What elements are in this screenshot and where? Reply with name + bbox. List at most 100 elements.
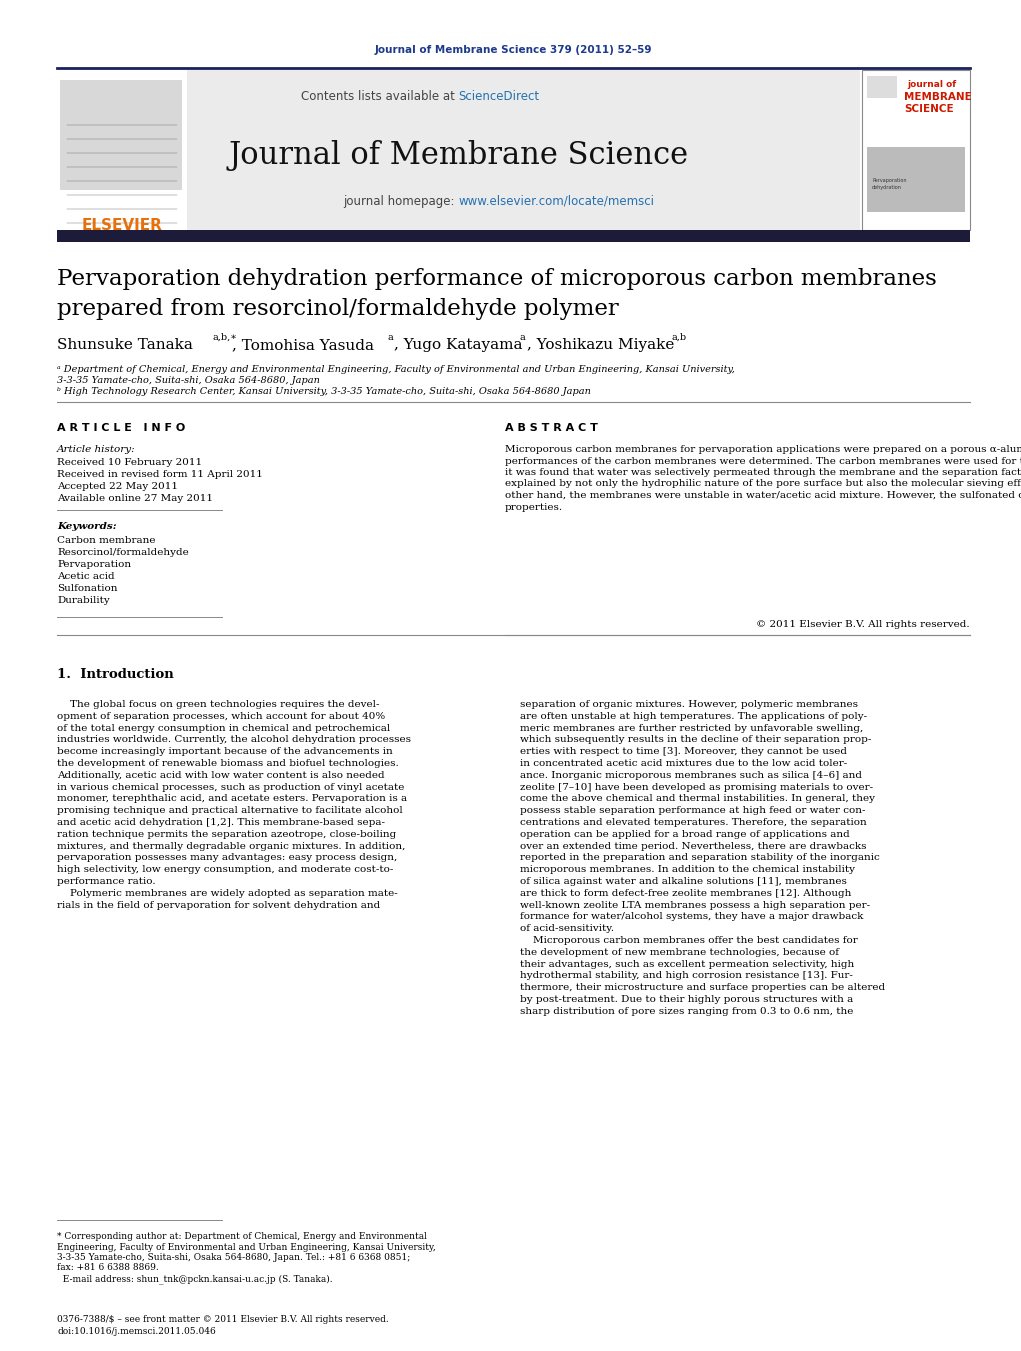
Text: performances of the carbon membranes were determined. The carbon membranes were : performances of the carbon membranes wer… [505, 457, 1021, 466]
Text: Journal of Membrane Science 379 (2011) 52–59: Journal of Membrane Science 379 (2011) 5… [375, 45, 652, 55]
Bar [57, 230, 970, 242]
Text: reported in the preparation and separation stability of the inorganic: reported in the preparation and separati… [520, 854, 880, 862]
Text: of silica against water and alkaline solutions [11], membranes: of silica against water and alkaline sol… [520, 877, 846, 886]
Text: fax: +81 6 6388 8869.: fax: +81 6 6388 8869. [57, 1263, 158, 1273]
Text: SCIENCE: SCIENCE [904, 104, 954, 113]
Text: microporous membranes. In addition to the chemical instability: microporous membranes. In addition to th… [520, 865, 855, 874]
Text: A B S T R A C T: A B S T R A C T [505, 423, 598, 434]
Text: ELSEVIER: ELSEVIER [82, 218, 162, 232]
Text: Available online 27 May 2011: Available online 27 May 2011 [57, 494, 213, 503]
Text: www.elsevier.com/locate/memsci: www.elsevier.com/locate/memsci [458, 195, 654, 208]
Text: industries worldwide. Currently, the alcohol dehydration processes: industries worldwide. Currently, the alc… [57, 735, 411, 744]
Bar [57, 70, 187, 230]
Text: , Yugo Katayama: , Yugo Katayama [394, 338, 523, 353]
Text: explained by not only the hydrophilic nature of the pore surface but also the mo: explained by not only the hydrophilic na… [505, 480, 1021, 489]
Text: ration technique permits the separation azeotrope, close-boiling: ration technique permits the separation … [57, 830, 396, 839]
Text: ᵇ High Technology Research Center, Kansai University, 3-3-35 Yamate-cho, Suita-s: ᵇ High Technology Research Center, Kansa… [57, 386, 591, 396]
Text: high selectivity, low energy consumption, and moderate cost-to-: high selectivity, low energy consumption… [57, 865, 393, 874]
Text: are often unstable at high temperatures. The applications of poly-: are often unstable at high temperatures.… [520, 712, 867, 721]
Text: journal of: journal of [907, 80, 957, 89]
Text: Pervaporation dehydration performance of microporous carbon membranes: Pervaporation dehydration performance of… [57, 267, 936, 290]
Text: it was found that water was selectively permeated through the membrane and the s: it was found that water was selectively … [505, 467, 1021, 477]
Text: mixtures, and thermally degradable organic mixtures. In addition,: mixtures, and thermally degradable organ… [57, 842, 405, 851]
Text: the development of renewable biomass and biofuel technologies.: the development of renewable biomass and… [57, 759, 399, 767]
Text: doi:10.1016/j.memsci.2011.05.046: doi:10.1016/j.memsci.2011.05.046 [57, 1327, 215, 1336]
Text: are thick to form defect-free zeolite membranes [12]. Although: are thick to form defect-free zeolite me… [520, 889, 852, 898]
Text: Polymeric membranes are widely adopted as separation mate-: Polymeric membranes are widely adopted a… [57, 889, 398, 898]
Text: Acetic acid: Acetic acid [57, 571, 114, 581]
Text: Additionally, acetic acid with low water content is also needed: Additionally, acetic acid with low water… [57, 771, 385, 780]
Text: The global focus on green technologies requires the devel-: The global focus on green technologies r… [57, 700, 380, 709]
Text: pervaporation possesses many advantages: easy process design,: pervaporation possesses many advantages:… [57, 854, 397, 862]
Text: Resorcinol/formaldehyde: Resorcinol/formaldehyde [57, 549, 189, 557]
Text: , Yoshikazu Miyake: , Yoshikazu Miyake [527, 338, 675, 353]
Text: Keywords:: Keywords: [57, 521, 116, 531]
Text: other hand, the membranes were unstable in water/acetic acid mixture. However, t: other hand, the membranes were unstable … [505, 490, 1021, 500]
Text: thermore, their microstructure and surface properties can be altered: thermore, their microstructure and surfa… [520, 984, 885, 992]
Bar [60, 80, 182, 190]
Text: erties with respect to time [3]. Moreover, they cannot be used: erties with respect to time [3]. Moreove… [520, 747, 847, 757]
Text: a: a [519, 332, 525, 342]
Text: a,b,∗: a,b,∗ [212, 332, 237, 342]
Text: Sulfonation: Sulfonation [57, 584, 117, 593]
Text: and acetic acid dehydration [1,2]. This membrane-based sepa-: and acetic acid dehydration [1,2]. This … [57, 817, 385, 827]
Text: Engineering, Faculty of Environmental and Urban Engineering, Kansai University,: Engineering, Faculty of Environmental an… [57, 1243, 436, 1251]
Text: of the total energy consumption in chemical and petrochemical: of the total energy consumption in chemi… [57, 724, 390, 732]
Text: , Tomohisa Yasuda: , Tomohisa Yasuda [232, 338, 374, 353]
Text: Pervaporation: Pervaporation [872, 178, 907, 182]
Text: come the above chemical and thermal instabilities. In general, they: come the above chemical and thermal inst… [520, 794, 875, 804]
Text: 3-3-35 Yamate-cho, Suita-shi, Osaka 564-8680, Japan: 3-3-35 Yamate-cho, Suita-shi, Osaka 564-… [57, 376, 320, 385]
Text: ScienceDirect: ScienceDirect [458, 91, 540, 103]
Text: which subsequently results in the decline of their separation prop-: which subsequently results in the declin… [520, 735, 871, 744]
Text: formance for water/alcohol systems, they have a major drawback: formance for water/alcohol systems, they… [520, 912, 864, 921]
Text: zeolite [7–10] have been developed as promising materials to over-: zeolite [7–10] have been developed as pr… [520, 782, 873, 792]
Text: MEMBRANE: MEMBRANE [904, 92, 972, 101]
Text: monomer, terephthalic acid, and acetate esters. Pervaporation is a: monomer, terephthalic acid, and acetate … [57, 794, 407, 804]
Text: E-mail address: shun_tnk@pckn.kansai-u.ac.jp (S. Tanaka).: E-mail address: shun_tnk@pckn.kansai-u.a… [57, 1274, 333, 1283]
Text: properties.: properties. [505, 503, 564, 512]
Text: rials in the field of pervaporation for solvent dehydration and: rials in the field of pervaporation for … [57, 901, 380, 909]
Text: the development of new membrane technologies, because of: the development of new membrane technolo… [520, 948, 839, 957]
Text: Pervaporation: Pervaporation [57, 561, 131, 569]
Text: become increasingly important because of the advancements in: become increasingly important because of… [57, 747, 393, 757]
Text: possess stable separation performance at high feed or water con-: possess stable separation performance at… [520, 807, 866, 815]
Text: Article history:: Article history: [57, 444, 136, 454]
Text: 0376-7388/$ – see front matter © 2011 Elsevier B.V. All rights reserved.: 0376-7388/$ – see front matter © 2011 El… [57, 1315, 389, 1324]
Bar [867, 76, 897, 99]
Text: dehydration: dehydration [872, 185, 902, 190]
Bar [57, 70, 860, 230]
Text: A R T I C L E   I N F O: A R T I C L E I N F O [57, 423, 185, 434]
Text: Microporous carbon membranes offer the best candidates for: Microporous carbon membranes offer the b… [520, 936, 858, 944]
Text: operation can be applied for a broad range of applications and: operation can be applied for a broad ran… [520, 830, 849, 839]
Text: separation of organic mixtures. However, polymeric membranes: separation of organic mixtures. However,… [520, 700, 858, 709]
Text: journal homepage:: journal homepage: [343, 195, 458, 208]
Text: well-known zeolite LTA membranes possess a high separation per-: well-known zeolite LTA membranes possess… [520, 901, 870, 909]
Bar [862, 70, 970, 230]
Text: 3-3-35 Yamate-cho, Suita-shi, Osaka 564-8680, Japan. Tel.: +81 6 6368 0851;: 3-3-35 Yamate-cho, Suita-shi, Osaka 564-… [57, 1252, 410, 1262]
Text: in concentrated acetic acid mixtures due to the low acid toler-: in concentrated acetic acid mixtures due… [520, 759, 847, 767]
Text: * Corresponding author at: Department of Chemical, Energy and Environmental: * Corresponding author at: Department of… [57, 1232, 427, 1242]
Text: their advantages, such as excellent permeation selectivity, high: their advantages, such as excellent perm… [520, 959, 855, 969]
Text: promising technique and practical alternative to facilitate alcohol: promising technique and practical altern… [57, 807, 402, 815]
Text: a: a [387, 332, 393, 342]
Text: © 2011 Elsevier B.V. All rights reserved.: © 2011 Elsevier B.V. All rights reserved… [757, 620, 970, 630]
Text: by post-treatment. Due to their highly porous structures with a: by post-treatment. Due to their highly p… [520, 994, 854, 1004]
Text: Microporous carbon membranes for pervaporation applications were prepared on a p: Microporous carbon membranes for pervapo… [505, 444, 1021, 454]
Text: Journal of Membrane Science: Journal of Membrane Science [229, 141, 688, 172]
Text: Shunsuke Tanaka: Shunsuke Tanaka [57, 338, 193, 353]
Text: Contents lists available at: Contents lists available at [301, 91, 458, 103]
Text: ance. Inorganic microporous membranes such as silica [4–6] and: ance. Inorganic microporous membranes su… [520, 771, 862, 780]
Text: performance ratio.: performance ratio. [57, 877, 155, 886]
Text: hydrothermal stability, and high corrosion resistance [13]. Fur-: hydrothermal stability, and high corrosi… [520, 971, 853, 981]
Text: a,b: a,b [671, 332, 686, 342]
Text: Accepted 22 May 2011: Accepted 22 May 2011 [57, 482, 178, 490]
Text: ᵃ Department of Chemical, Energy and Environmental Engineering, Faculty of Envir: ᵃ Department of Chemical, Energy and Env… [57, 365, 735, 374]
Text: Durability: Durability [57, 596, 109, 605]
Text: over an extended time period. Nevertheless, there are drawbacks: over an extended time period. Neverthele… [520, 842, 867, 851]
Text: Carbon membrane: Carbon membrane [57, 536, 155, 544]
Text: 1.  Introduction: 1. Introduction [57, 667, 174, 681]
Text: sharp distribution of pore sizes ranging from 0.3 to 0.6 nm, the: sharp distribution of pore sizes ranging… [520, 1006, 854, 1016]
Text: Received in revised form 11 April 2011: Received in revised form 11 April 2011 [57, 470, 262, 480]
Text: in various chemical processes, such as production of vinyl acetate: in various chemical processes, such as p… [57, 782, 404, 792]
Text: prepared from resorcinol/formaldehyde polymer: prepared from resorcinol/formaldehyde po… [57, 299, 619, 320]
